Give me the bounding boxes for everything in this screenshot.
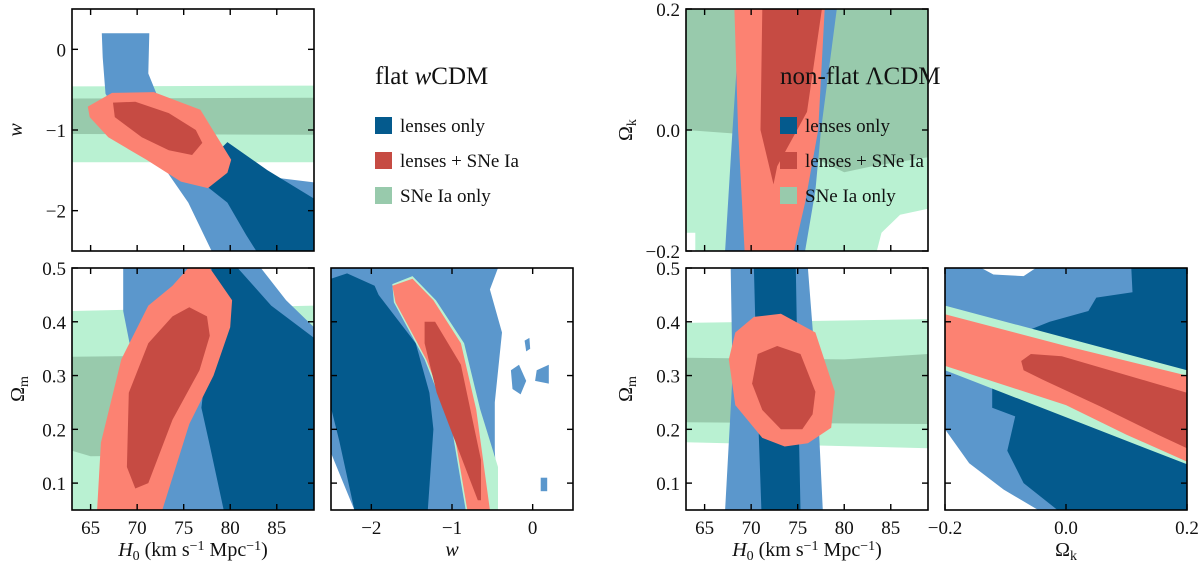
y-axis-label: Ωm [7, 376, 32, 402]
x-tick-label: 0 [528, 518, 538, 539]
legend-label: lenses + SNe Ia [805, 151, 924, 172]
legends: flat wCDM lenses only lenses + SNe Ia SNe I… [375, 63, 940, 207]
legend-swatch [780, 187, 797, 204]
contours [72, 33, 314, 251]
x-tick-label: 70 [128, 518, 147, 539]
panel-A: 0 −1 −2 w [5, 8, 315, 252]
x-tick-label: 0.2 [1175, 518, 1199, 539]
x-axis-label: H0 (km s−1 Mpc−1) [117, 539, 268, 564]
x-tick-label: −2 [361, 518, 381, 539]
contour-combined-68 [1021, 354, 1187, 449]
x-tick-label: 75 [174, 518, 193, 539]
contours [945, 268, 1187, 510]
legend-label: lenses + SNe Ia [400, 151, 519, 172]
legend-swatch [780, 117, 797, 134]
contour-combined-68 [752, 346, 816, 430]
legend-label: lenses only [805, 116, 890, 137]
contour-combined-68 [760, 9, 822, 185]
legend-label: SNe Ia only [805, 186, 896, 207]
legend: non-flat ΛCDM lenses only lenses + SNe Ia S… [780, 63, 940, 207]
contour-lenses-95 [510, 364, 527, 395]
panel-D: −0.2 0.0 0.2 Ωk [615, 0, 929, 263]
legend-swatch [375, 152, 392, 169]
contours [72, 268, 314, 510]
y-tick-label: −0.2 [646, 242, 680, 263]
y-tick-label: 0.0 [656, 121, 680, 142]
contour-lenses-68 [331, 273, 434, 510]
contour-combined-68 [113, 101, 203, 155]
x-axis-label: w [445, 539, 459, 561]
x-tick-label: 85 [881, 518, 900, 539]
panel-B: 65 70 75 80 85 0.1 0.2 0.3 0.4 0.5 H0 (km s−1 Mpc−… [7, 259, 315, 564]
y-tick-label: 0.3 [656, 367, 680, 388]
contours [686, 9, 928, 251]
contour-combined-68 [126, 307, 210, 489]
panel-frame [685, 267, 929, 511]
x-tick-label: 0.0 [1054, 518, 1078, 539]
y-axis-label: Ωm [615, 376, 640, 402]
legend-label: lenses only [400, 116, 485, 137]
legend-swatch [375, 187, 392, 204]
x-tick-label: −1 [442, 518, 462, 539]
contour-lenses-95 [535, 364, 549, 384]
legend-title: non-flat ΛCDM [780, 63, 940, 90]
y-tick-label: 0.4 [42, 313, 66, 334]
x-tick-label: 65 [81, 518, 100, 539]
y-tick-label: 0.2 [42, 420, 66, 441]
y-tick-label: 0.4 [656, 313, 680, 334]
contour-combined-68 [424, 321, 481, 501]
x-tick-label: 80 [221, 518, 240, 539]
y-tick-label: −1 [46, 121, 66, 142]
panel-E: 65 70 75 80 85 0.1 0.2 0.3 0.4 0.5 H0 (km s−1 Mpc−… [615, 259, 929, 564]
y-axis-label: w [5, 123, 27, 137]
x-tick-label: 70 [742, 518, 761, 539]
contour-lenses-95 [524, 337, 531, 352]
contours [331, 268, 549, 510]
contour-lenses-95 [540, 477, 548, 492]
contours [686, 268, 928, 510]
y-tick-label: 0.5 [42, 259, 66, 280]
legend-swatch [375, 117, 392, 134]
x-tick-label: 65 [695, 518, 714, 539]
y-tick-label: 0.5 [656, 259, 680, 280]
legend: flat wCDM lenses only lenses + SNe Ia SNe I… [375, 63, 519, 207]
y-axis-label: Ωk [615, 119, 640, 141]
panel-C: −2 −1 0 w [330, 267, 574, 561]
legend-label: SNe Ia only [400, 186, 491, 207]
x-axis-label: H0 (km s−1 Mpc−1) [731, 539, 882, 564]
x-tick-label: 85 [267, 518, 286, 539]
x-tick-label: 75 [788, 518, 807, 539]
y-tick-label: 0.3 [42, 367, 66, 388]
contour-lenses-68 [207, 142, 314, 251]
legend-swatch [780, 152, 797, 169]
y-tick-label: −2 [46, 202, 66, 223]
y-tick-label: 0.1 [42, 474, 66, 495]
x-tick-label: 80 [835, 518, 854, 539]
panel-frame [71, 267, 315, 511]
y-tick-label: 0.2 [656, 0, 680, 21]
x-axis-label: Ωk [1055, 539, 1077, 564]
panels: 0 −1 −2 w 65 70 75 80 85 0.1 0.2 0.3 0.4 0.5 H0 (km s−… [5, 0, 1199, 564]
y-tick-label: 0.1 [656, 474, 680, 495]
legend-title: flat wCDM [375, 63, 488, 90]
y-tick-label: 0.2 [656, 420, 680, 441]
x-tick-label: −0.2 [928, 518, 962, 539]
y-tick-label: 0 [57, 40, 67, 61]
panel-F: −0.2 0.0 0.2 Ωk [928, 267, 1199, 564]
